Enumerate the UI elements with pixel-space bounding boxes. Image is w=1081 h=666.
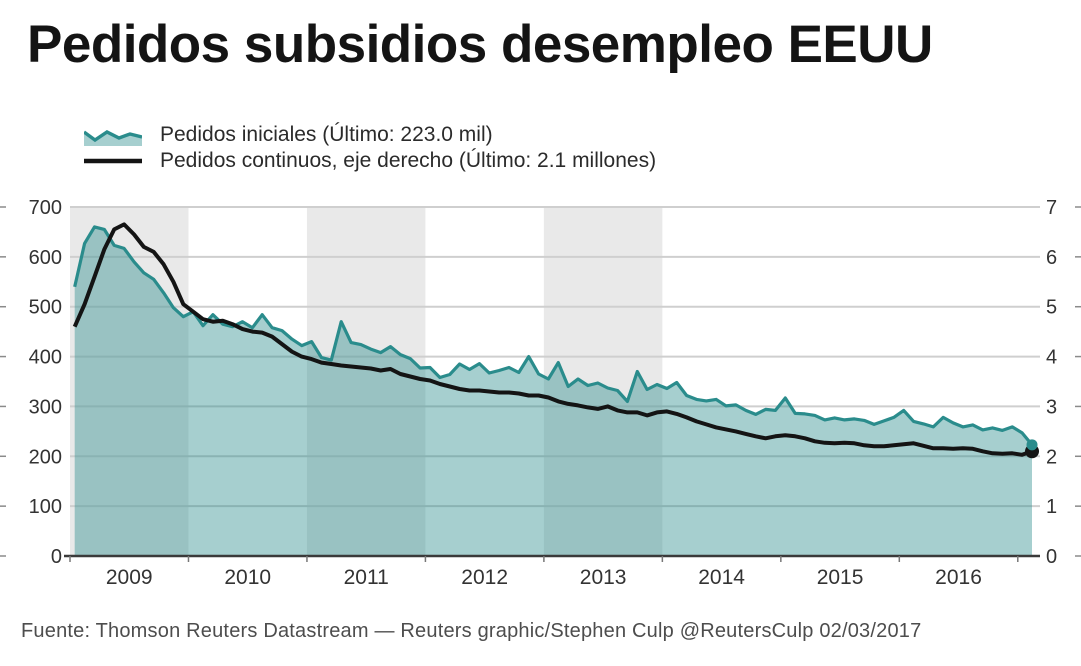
right-axis-label: 4	[1046, 347, 1057, 369]
initial-claims-end-dot	[1026, 439, 1038, 451]
year-label: 2010	[224, 566, 271, 589]
legend: Pedidos iniciales (Último: 223.0 mil) Pe…	[84, 122, 656, 174]
year-label: 2015	[817, 566, 864, 589]
legend-row-initial-claims: Pedidos iniciales (Último: 223.0 mil)	[84, 122, 656, 148]
year-label: 2009	[106, 566, 153, 589]
right-axis-label: 1	[1046, 496, 1057, 518]
year-label: 2011	[344, 566, 389, 589]
right-axis-label: 2	[1046, 446, 1057, 468]
left-axis-label: 500	[29, 297, 62, 319]
left-axis-label: 100	[29, 496, 62, 518]
right-axis-label: 7	[1046, 197, 1057, 219]
left-axis-label: 400	[29, 347, 62, 369]
legend-label-initial-claims: Pedidos iniciales (Último: 223.0 mil)	[160, 123, 493, 146]
left-axis-label: 200	[29, 446, 62, 468]
year-label: 2014	[698, 566, 745, 589]
initial-claims-area	[74, 226, 1032, 556]
left-axis-label: 300	[29, 396, 62, 418]
source-attribution: Fuente: Thomson Reuters Datastream — Reu…	[21, 620, 922, 642]
right-axis-label: 0	[1046, 546, 1057, 568]
year-label: 2012	[461, 566, 508, 589]
left-axis-label: 0	[51, 546, 62, 568]
teal-area-swatch-icon	[84, 130, 142, 146]
legend-label-continuing-claims: Pedidos continuos, eje derecho (Último: …	[160, 149, 657, 172]
left-axis-label: 600	[29, 247, 62, 269]
left-axis-label: 700	[29, 197, 62, 219]
year-label: 2013	[580, 566, 627, 589]
right-axis-label: 6	[1046, 247, 1057, 269]
legend-row-continuing-claims: Pedidos continuos, eje derecho (Último: …	[84, 148, 656, 174]
year-label: 2016	[935, 566, 982, 589]
right-axis-label: 5	[1046, 297, 1057, 319]
year-shading-band	[306, 207, 426, 556]
page-title: Pedidos subsidios desempleo EEUU	[27, 15, 933, 74]
year-shading-band	[70, 207, 189, 556]
right-axis-label: 3	[1046, 396, 1057, 418]
black-line-swatch-icon	[84, 158, 142, 164]
continuing-claims-line	[72, 222, 1033, 457]
